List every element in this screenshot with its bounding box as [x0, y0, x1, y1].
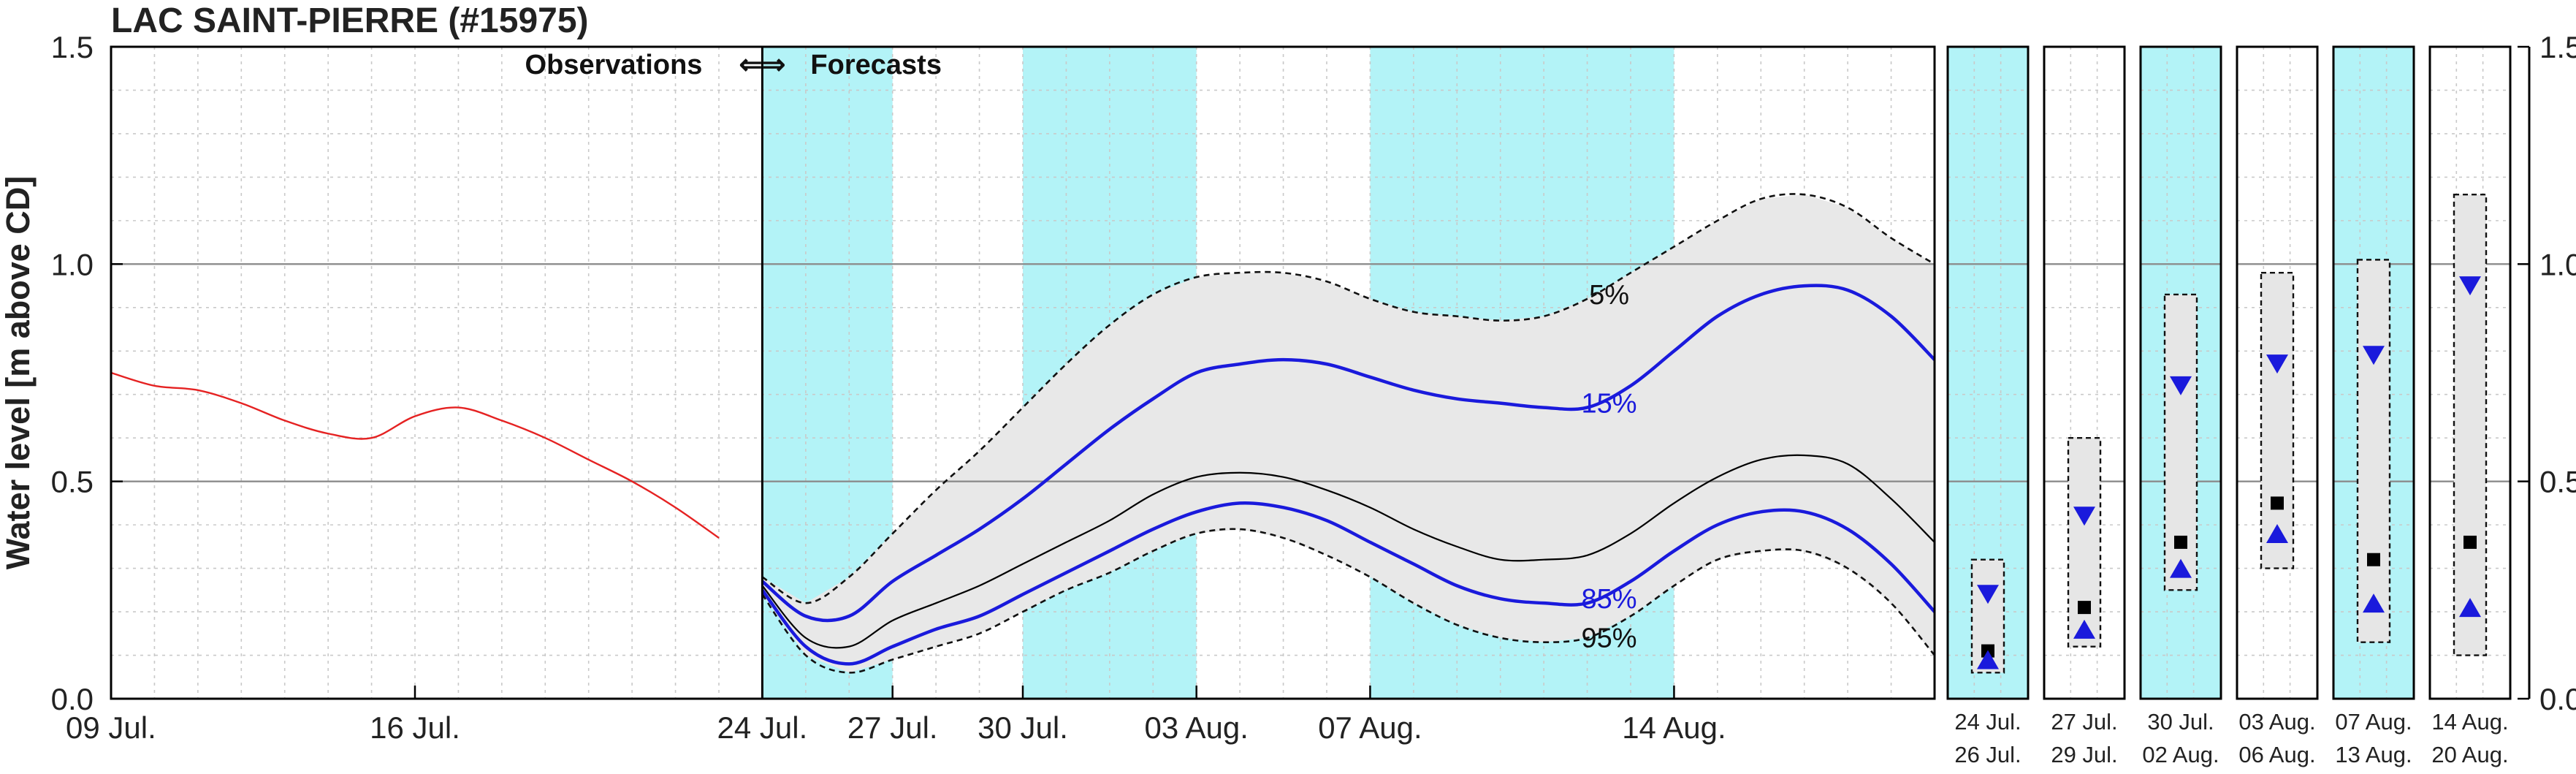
- x-tick-label: 16 Jul.: [370, 710, 460, 745]
- y-tick-label-right: 1.5: [2539, 30, 2576, 64]
- weekly-label-start: 07 Aug.: [2335, 709, 2412, 735]
- percentile-label: 15%: [1582, 389, 1637, 420]
- weekly-panel-frame: [2043, 45, 2126, 700]
- weekly-85pct-marker: [1977, 650, 1999, 669]
- weekly-15pct-marker: [1977, 585, 1999, 604]
- weekly-panel-frame: [2332, 45, 2415, 700]
- weekly-85pct-marker: [2073, 619, 2095, 639]
- weekly-range-box: [2067, 437, 2102, 648]
- weekly-panel-frame: [2139, 45, 2222, 700]
- weekly-15pct-marker: [2459, 276, 2481, 296]
- weekly-range-box: [2260, 272, 2295, 569]
- series-line-median: [761, 454, 1935, 649]
- weekly-label-start: 24 Jul.: [1954, 709, 2021, 735]
- series-line-85pct: [761, 501, 1936, 666]
- weekly-label-start: 03 Aug.: [2238, 709, 2315, 735]
- main-plot: 5% 15% 85% 95% Observations ⇐⇒ Forecasts: [110, 47, 1936, 699]
- forecast-envelope: [762, 194, 1935, 673]
- percentile-label: 85%: [1582, 584, 1637, 615]
- weekly-label-end: 06 Aug.: [2238, 742, 2315, 767]
- weekly-85pct-marker: [2266, 524, 2288, 544]
- observed-line: [110, 371, 720, 539]
- weekly-median-marker: [2367, 553, 2380, 566]
- weekly-panel-frame: [2236, 45, 2319, 700]
- chart-title: LAC SAINT-PIERRE (#15975): [111, 1, 589, 40]
- weekly-label-start: 27 Jul.: [2051, 709, 2117, 735]
- weekly-label-end: 20 Aug.: [2431, 742, 2508, 767]
- x-tick-label: 14 Aug.: [1622, 710, 1726, 745]
- weekly-15pct-marker: [2073, 506, 2095, 526]
- x-tick-label: 30 Jul.: [978, 710, 1068, 745]
- axes: 0.0 0.0 0.5 0.5 1.0 1.0 1.5 1.5 Water level [m a…: [0, 30, 2576, 745]
- y-tick-label: 0.5: [51, 465, 94, 499]
- weekly-85pct-marker: [2459, 598, 2481, 618]
- weekly-label-end: 26 Jul.: [1954, 742, 2021, 767]
- weekly-label-start: 30 Jul.: [2147, 709, 2214, 735]
- x-tick-label: 03 Aug.: [1144, 710, 1248, 745]
- weekly-label-start: 14 Aug.: [2431, 709, 2508, 735]
- weekly-panel-frame: [1946, 45, 2030, 700]
- y-tick-label-right: 1.0: [2539, 247, 2576, 281]
- weekly-15pct-marker: [2363, 346, 2385, 365]
- x-tick-label: 24 Jul.: [717, 710, 808, 745]
- weekly-median-marker: [2078, 601, 2091, 615]
- x-tick-label: 07 Aug.: [1318, 710, 1422, 745]
- weekly-15pct-marker: [2266, 354, 2288, 374]
- weekly-15pct-marker: [2170, 376, 2192, 395]
- weekly-label-end: 02 Aug.: [2142, 742, 2219, 767]
- weekly-median-marker: [2174, 535, 2187, 549]
- weekly-85pct-marker: [2170, 558, 2192, 578]
- series-line-15pct: [761, 284, 1936, 623]
- weekly-panels: 24 Jul. 26 Jul. 27 Jul. 29 Jul. 30 Jul. 02 Au…: [1946, 45, 2512, 767]
- series-line-95pct: [761, 528, 1935, 674]
- percentile-label: 5%: [1589, 280, 1629, 311]
- weekly-median-marker: [2463, 535, 2477, 549]
- weekly-median-marker: [2271, 496, 2284, 510]
- weekly-label-end: 29 Jul.: [2051, 742, 2117, 767]
- y-tick-label-right: 0.5: [2539, 465, 2576, 499]
- weekly-label-end: 13 Aug.: [2335, 742, 2412, 767]
- y-axis-label: Water level [m above CD]: [0, 176, 37, 569]
- weekly-85pct-marker: [2363, 593, 2385, 613]
- observations-label: Observations: [525, 50, 703, 80]
- x-tick-label: 09 Jul.: [66, 710, 156, 745]
- weekly-range-box: [2453, 193, 2488, 656]
- y-tick-label-right: 0.0: [2539, 682, 2576, 716]
- weekly-panel-frame: [2428, 45, 2512, 700]
- y-tick-label: 1.5: [51, 30, 94, 64]
- forecasts-label: Forecasts: [810, 50, 942, 80]
- x-tick-label: 27 Jul.: [847, 710, 938, 745]
- series-line-5pct: [761, 193, 1935, 604]
- weekly-range-box: [2356, 259, 2391, 643]
- y-tick-label: 1.0: [51, 247, 94, 281]
- percentile-label: 95%: [1582, 623, 1637, 654]
- divider-arrows: ⇐⇒: [739, 50, 786, 80]
- y-tick-label: 0.0: [51, 682, 94, 716]
